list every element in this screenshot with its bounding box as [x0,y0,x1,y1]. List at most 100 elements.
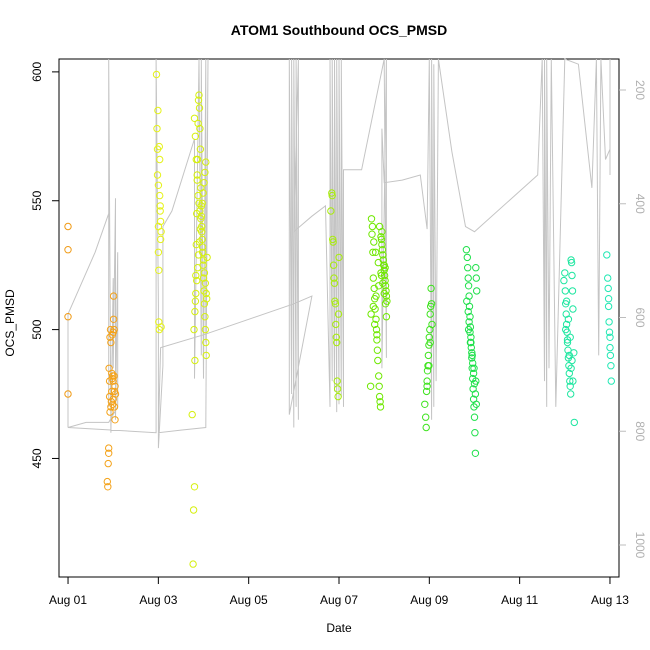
data-point [192,271,200,280]
series-4 [327,189,343,401]
data-point [425,362,433,370]
data-point [195,199,203,208]
data-point [333,338,341,347]
data-point [109,315,118,323]
data-point [603,251,611,259]
data-point [64,390,72,398]
data-point [195,104,204,112]
data-point [196,207,204,215]
data-point [197,212,206,220]
data-point [195,91,203,99]
data-point [604,284,612,293]
data-point [373,336,381,344]
data-point [199,256,208,264]
data-point [198,199,206,208]
data-point [156,155,164,164]
data-point [464,274,472,282]
data-point [375,382,383,390]
x-tick-label: Aug 01 [49,593,87,607]
data-point [188,410,196,419]
data-point [604,295,613,303]
data-point [370,238,378,246]
data-point [606,343,614,352]
series-6 [421,284,436,432]
data-point [192,289,200,298]
data-point [377,235,386,244]
data-point [111,382,119,390]
y-tick-label: 550 [30,190,44,210]
data-point [366,382,375,390]
data-point [194,119,202,128]
data-point [199,189,207,197]
data-point [468,351,476,360]
data-point [108,387,116,396]
data-point [190,483,199,491]
data-point [568,287,577,295]
data-point [379,279,387,287]
x-tick-label: Aug 09 [410,593,448,607]
data-point [104,483,112,491]
data-point [191,132,200,141]
data-point [107,338,115,347]
y-axis-label: OCS_PMSD [3,289,17,357]
data-point [333,377,341,385]
data-point [473,287,481,295]
data-point [378,246,387,254]
x-axis-label: Date [326,621,352,635]
data-point [331,297,339,305]
data-point [466,338,475,347]
data-point [197,215,205,223]
y-tick-label: 600 [30,62,44,82]
data-point [471,390,480,398]
data-point [330,274,338,282]
data-point [472,274,480,282]
data-point [425,333,433,341]
series-3 [188,91,211,568]
data-point [196,124,204,133]
data-point [327,207,335,215]
data-point [202,158,210,166]
data-point [466,313,474,321]
data-point [193,171,201,179]
data-point [191,356,199,365]
data-point [562,297,571,305]
data-point [423,382,431,390]
data-point [381,300,390,308]
data-point [191,297,200,305]
data-point [469,369,478,378]
data-point [472,264,480,272]
data-point [331,300,340,308]
data-point [155,266,163,274]
data-point [110,372,118,380]
data-point [377,233,385,241]
data-point [567,258,576,267]
data-point [367,310,375,318]
data-point [463,297,471,305]
data-point [189,506,198,514]
data-point [156,217,165,226]
data-point [606,351,615,360]
data-point [193,276,201,285]
y-tick-label: 450 [30,448,44,468]
data-point [374,356,382,365]
x-tick-label: Aug 05 [230,593,268,607]
data-point [202,338,210,347]
data-point [464,325,473,334]
data-point [334,392,342,401]
series-0 [64,222,72,398]
data-point [375,372,383,380]
x-axis: Aug 01 Aug 03 Aug 05 Aug 07 Aug 09 Aug 11 Aug … [49,577,629,607]
data-point [377,271,386,280]
data-point [109,292,118,300]
x-tick-label: Aug 11 [501,593,538,607]
data-point [568,356,576,365]
series-2 [152,70,165,334]
y2-tick-label: 800 [633,421,647,441]
data-point [427,284,435,293]
data-point [470,364,478,372]
data-point [426,310,434,318]
data-point [329,261,338,269]
data-point [376,398,384,406]
data-point [470,413,479,421]
data-point [201,313,209,321]
